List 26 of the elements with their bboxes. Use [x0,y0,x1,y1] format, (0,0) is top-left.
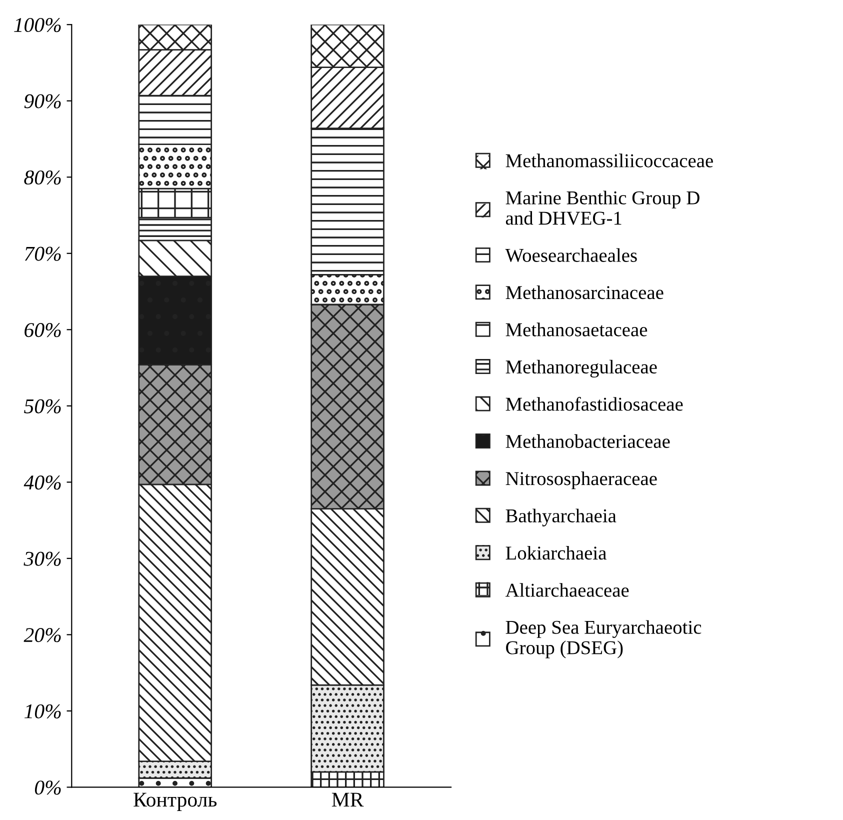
legend-label: Altiarchaeaceae [505,583,629,597]
y-tick-label: 70% [24,246,61,261]
y-tick-label: 0% [34,780,61,795]
y-tick-label: 90% [24,94,61,108]
legend-label: Marine Benthic Group D and DHVEG-1 [506,190,700,225]
legend-label: Methanosarcinaceae [506,285,664,300]
legend-label: Methanomassiliicoccaceae [506,154,713,168]
y-tick-label: 60% [24,323,61,338]
legend-label: Woesearchaeales [505,248,637,262]
legend-label: Methanofastidiosaceae [506,396,683,411]
y-tick-label: 40% [24,476,61,490]
x-tick-label: MR [332,792,364,807]
y-tick-label: 30% [24,552,61,566]
y-tick-label: 10% [24,704,61,718]
y-tick-label: 20% [24,628,61,642]
y-tick-label: 80% [24,170,61,185]
legend-label: Methanosaetaceae [506,322,648,336]
x-tick-label: Контроль [134,792,217,811]
legend-label: Methanoregulaceae [506,360,657,378]
legend-label: Bathyarchaeia [506,508,616,526]
y-tick-label: 100% [14,18,61,32]
y-tick-label: 50% [24,399,61,414]
legend-label: Lokiarchaeia [506,546,606,560]
legend-label: Methanobacteriaceae [506,434,670,448]
legend-label: Nitrososphaeraceae [506,472,657,490]
legend-label: Deep Sea Euryarchaeotic Group (DSEG) [506,620,702,658]
